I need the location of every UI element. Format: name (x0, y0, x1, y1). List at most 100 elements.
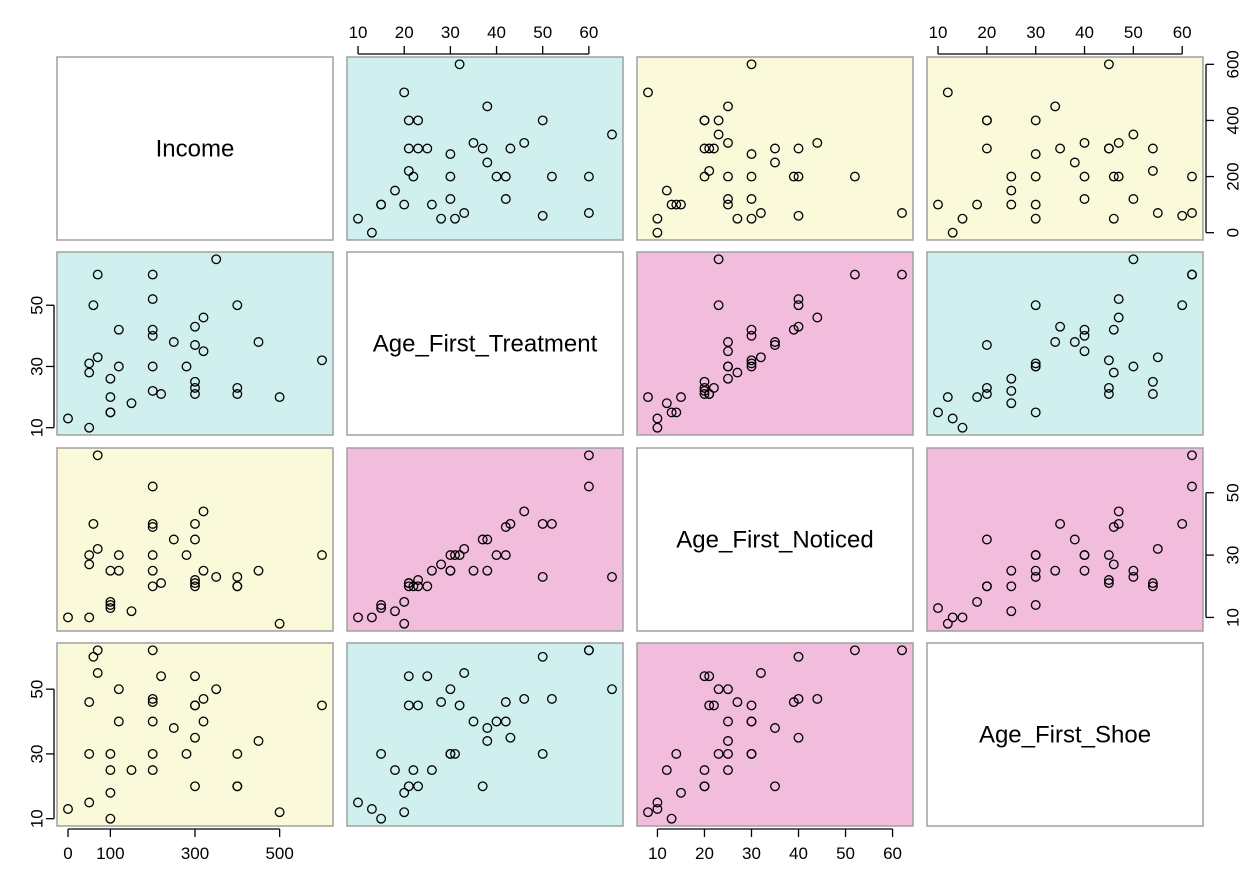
data-point (788, 171, 799, 182)
data-point (708, 143, 719, 154)
data-point (933, 199, 943, 210)
data-point (1069, 157, 1080, 168)
data-point (1113, 137, 1124, 148)
data-point (723, 194, 733, 204)
data-point (376, 813, 387, 824)
panel-background (636, 251, 914, 436)
data-point (723, 337, 733, 347)
data-point (376, 748, 387, 759)
data-point (232, 571, 243, 582)
data-point (1030, 407, 1041, 418)
data-point (1103, 355, 1114, 366)
data-point (459, 208, 470, 218)
data-point (84, 358, 95, 369)
tick-label: 20 (395, 23, 414, 42)
data-point (253, 736, 264, 746)
data-point (537, 115, 548, 126)
data-point (232, 389, 243, 399)
data-point (1079, 324, 1090, 335)
data-point (84, 550, 95, 561)
panel-Age_First_Shoe-vs-Age_First_Treatment (346, 642, 624, 827)
data-point (643, 807, 653, 818)
data-point (537, 748, 548, 759)
data-point (708, 382, 719, 393)
tick-label: 20 (695, 844, 714, 863)
data-point (1030, 171, 1041, 182)
data-point (897, 645, 907, 656)
data-point (793, 300, 804, 311)
data-point (500, 194, 511, 204)
data-point (1030, 199, 1041, 210)
data-point (793, 294, 804, 305)
tick-label: 30 (742, 844, 761, 863)
data-point (1177, 210, 1188, 221)
data-point (1050, 101, 1061, 112)
data-point (643, 87, 653, 98)
data-point (1030, 550, 1041, 561)
data-point (1187, 450, 1197, 461)
data-point (198, 506, 209, 517)
data-point (156, 671, 167, 682)
panel-background (636, 56, 914, 241)
data-point (1147, 578, 1158, 589)
tick-label: 0 (63, 844, 72, 863)
data-point (972, 596, 983, 607)
data-point (454, 550, 465, 561)
data-point (723, 716, 733, 727)
data-point (422, 671, 433, 682)
data-point (113, 684, 124, 695)
panel-background (56, 251, 334, 436)
data-point (190, 376, 200, 387)
data-point (147, 748, 158, 759)
data-point (147, 645, 158, 656)
panel-Age_First_Noticed-vs-Age_First_Noticed: Age_First_Noticed (636, 447, 914, 632)
data-point (147, 716, 158, 727)
axis-right-Age_First_Noticed: 10 30 50 (1205, 483, 1242, 627)
data-point (190, 382, 200, 393)
tick-label: 60 (883, 844, 902, 863)
tick-label: 60 (1173, 23, 1192, 42)
data-point (957, 213, 968, 224)
data-point (317, 700, 327, 711)
data-point (353, 612, 363, 623)
panel-background (56, 56, 334, 241)
data-point (723, 684, 733, 695)
data-point (897, 269, 907, 280)
data-point (957, 612, 968, 623)
data-point (403, 165, 414, 176)
data-point (450, 748, 460, 759)
data-point (1187, 171, 1197, 182)
data-point (403, 578, 414, 589)
axis-top-Age_First_Treatment: 10 20 30 40 50 60 (349, 23, 598, 55)
data-point (1147, 165, 1158, 176)
data-point (1103, 550, 1114, 561)
data-point (1006, 398, 1017, 409)
data-point (253, 337, 264, 347)
data-point (708, 700, 719, 711)
data-point (1128, 571, 1139, 582)
data-point (1147, 143, 1158, 154)
data-point (168, 337, 179, 347)
data-point (699, 143, 710, 154)
data-point (755, 352, 766, 363)
data-point (713, 300, 724, 311)
data-point (353, 213, 363, 224)
data-point (1103, 575, 1114, 585)
data-point (666, 813, 677, 824)
data-point (723, 765, 733, 776)
variable-label: Income (156, 136, 235, 163)
data-point (1103, 389, 1114, 399)
data-point (147, 269, 158, 280)
data-point (445, 684, 456, 695)
tick-label: 40 (1075, 23, 1094, 42)
data-point (1113, 518, 1124, 529)
variable-label: Age_First_Shoe (979, 722, 1151, 749)
data-point (713, 129, 724, 140)
data-point (947, 612, 958, 623)
data-point (1152, 208, 1163, 218)
data-point (643, 392, 653, 403)
data-point (376, 600, 387, 610)
data-point (704, 671, 715, 682)
data-point (399, 87, 410, 98)
data-point (699, 671, 710, 682)
